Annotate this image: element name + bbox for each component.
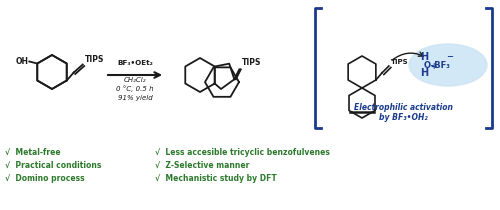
Text: H: H <box>420 52 428 62</box>
Text: by BF₃•OH₂: by BF₃•OH₂ <box>378 113 428 122</box>
Text: TIPS: TIPS <box>391 59 408 65</box>
Text: OH: OH <box>16 57 28 66</box>
Text: √  Practical conditions: √ Practical conditions <box>5 161 102 170</box>
Text: CH₂Cl₂: CH₂Cl₂ <box>124 77 146 83</box>
Text: H: H <box>420 68 428 78</box>
Text: √  Metal-free: √ Metal-free <box>5 148 60 157</box>
Text: Electrophilic activation: Electrophilic activation <box>354 104 452 113</box>
Text: O–BF₃: O–BF₃ <box>424 60 450 70</box>
Text: √  Less accesible tricyclic benzofulvenes: √ Less accesible tricyclic benzofulvenes <box>155 148 330 157</box>
Text: 91% yield: 91% yield <box>118 95 152 101</box>
Text: 0 °C, 0.5 h: 0 °C, 0.5 h <box>116 86 154 92</box>
Text: √  Mechanistic study by DFT: √ Mechanistic study by DFT <box>155 174 277 183</box>
Text: TIPS: TIPS <box>84 55 104 63</box>
Text: BF₃•OEt₂: BF₃•OEt₂ <box>117 60 153 66</box>
Text: √  Z-Selective manner: √ Z-Selective manner <box>155 161 250 170</box>
Text: √  Domino process: √ Domino process <box>5 174 84 183</box>
Ellipse shape <box>409 44 487 86</box>
Text: TIPS: TIPS <box>242 58 261 67</box>
Text: −: − <box>446 52 453 62</box>
Text: +: + <box>430 62 436 71</box>
